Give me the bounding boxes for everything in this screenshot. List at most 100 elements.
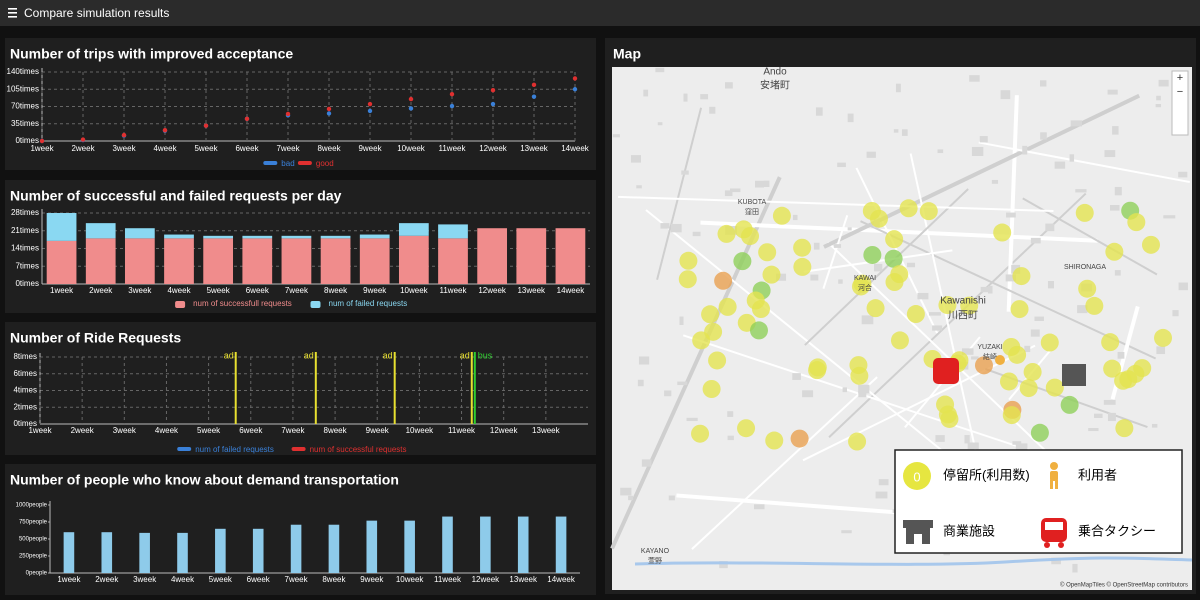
building bbox=[896, 84, 901, 93]
building bbox=[802, 390, 813, 397]
building bbox=[793, 215, 798, 220]
legend-stop: 停留所(利用数) bbox=[943, 467, 1030, 482]
map-attribution: © OpenMapTiles © OpenStreetMap contribut… bbox=[1060, 582, 1188, 589]
building bbox=[1115, 187, 1122, 195]
stop-marker bbox=[679, 252, 697, 270]
building bbox=[980, 136, 988, 142]
building bbox=[1088, 428, 1098, 431]
point bbox=[245, 117, 249, 121]
stop-marker bbox=[1024, 363, 1042, 381]
building bbox=[1112, 126, 1118, 135]
stop-marker bbox=[793, 258, 811, 276]
bar bbox=[556, 517, 567, 573]
building bbox=[1031, 329, 1040, 336]
stop-marker bbox=[993, 224, 1011, 242]
building bbox=[907, 263, 915, 267]
building bbox=[834, 244, 841, 248]
stop-marker bbox=[1031, 424, 1049, 442]
building bbox=[1163, 215, 1175, 218]
x-tick-label: 3week bbox=[133, 575, 157, 584]
chart: Number of trips with improved acceptance… bbox=[5, 38, 596, 170]
building bbox=[636, 185, 642, 188]
building bbox=[1108, 413, 1116, 421]
x-tick-label: 11week bbox=[440, 286, 468, 295]
annotation-label: ad bbox=[224, 350, 234, 360]
x-tick-label: 9week bbox=[366, 426, 390, 435]
bar bbox=[366, 521, 377, 573]
menu-icon[interactable] bbox=[6, 0, 20, 26]
stop-marker bbox=[885, 250, 903, 268]
stop-marker bbox=[1154, 329, 1172, 347]
y-tick-label: 28times bbox=[11, 208, 39, 217]
y-tick-label: 2times bbox=[13, 402, 37, 411]
building bbox=[1075, 189, 1086, 192]
point bbox=[532, 83, 536, 87]
building bbox=[1070, 154, 1075, 161]
stop-marker bbox=[1041, 334, 1059, 352]
legend-label: good bbox=[316, 159, 334, 168]
legend-swatch bbox=[263, 161, 277, 165]
x-tick-label: 3week bbox=[128, 286, 152, 295]
building bbox=[1178, 172, 1187, 178]
point bbox=[573, 76, 577, 80]
chart-title: Number of successful and failed requests… bbox=[10, 188, 342, 204]
x-tick-label: 5week bbox=[197, 426, 221, 435]
building bbox=[631, 155, 641, 163]
legend-shop-icon bbox=[903, 520, 933, 544]
bar-segment bbox=[438, 224, 468, 238]
x-tick-label: 13week bbox=[532, 426, 561, 435]
bar-segment bbox=[203, 238, 233, 284]
stop-marker bbox=[1101, 333, 1119, 351]
x-tick-label: 7week bbox=[281, 426, 305, 435]
x-tick-label: 9week bbox=[358, 144, 382, 153]
building bbox=[1110, 205, 1119, 211]
stop-marker bbox=[850, 367, 868, 385]
chart-title: Number of people who know about demand t… bbox=[10, 472, 399, 488]
y-tick-label: 500people bbox=[19, 537, 48, 543]
building bbox=[683, 94, 687, 102]
building bbox=[1012, 441, 1021, 445]
stop-marker bbox=[691, 425, 709, 443]
zoom-in[interactable]: + bbox=[1177, 72, 1183, 84]
stop-marker bbox=[1076, 204, 1094, 222]
stop-marker bbox=[809, 358, 827, 376]
bar-segment bbox=[556, 228, 586, 284]
building bbox=[1034, 317, 1044, 321]
stop-marker bbox=[701, 305, 719, 323]
stop-marker bbox=[890, 265, 908, 283]
stop-marker bbox=[741, 227, 759, 245]
y-tick-label: 70times bbox=[11, 102, 39, 111]
y-tick-label: 35times bbox=[11, 119, 39, 128]
x-tick-label: 8week bbox=[324, 286, 348, 295]
building bbox=[1172, 310, 1178, 316]
bar-segment bbox=[125, 238, 155, 284]
building bbox=[620, 488, 631, 496]
building bbox=[1156, 346, 1165, 354]
stop-marker bbox=[793, 239, 811, 257]
building bbox=[1048, 281, 1054, 288]
stop-marker bbox=[863, 246, 881, 264]
x-tick-label: 6week bbox=[235, 144, 259, 153]
x-tick-label: 7week bbox=[285, 286, 309, 295]
building bbox=[1045, 224, 1054, 232]
building bbox=[1108, 90, 1118, 95]
zoom-out[interactable]: − bbox=[1177, 86, 1183, 98]
x-tick-label: 1week bbox=[30, 144, 54, 153]
building bbox=[1104, 400, 1116, 405]
legend-swatch bbox=[298, 161, 312, 165]
x-tick-label: 8week bbox=[324, 426, 348, 435]
bar bbox=[139, 533, 150, 573]
place-label: 萱野 bbox=[648, 556, 662, 565]
point bbox=[327, 107, 331, 111]
stop-marker bbox=[867, 299, 885, 317]
bar bbox=[329, 525, 340, 573]
building bbox=[661, 223, 670, 229]
building bbox=[902, 129, 908, 136]
bar-segment bbox=[282, 236, 312, 239]
x-tick-label: 1week bbox=[57, 575, 81, 584]
stop-marker bbox=[885, 230, 903, 248]
x-tick-label: 10week bbox=[397, 144, 426, 153]
x-tick-label: 4week bbox=[155, 426, 179, 435]
y-tick-label: 8times bbox=[13, 352, 37, 361]
place-label: KUBOTA bbox=[738, 199, 767, 206]
